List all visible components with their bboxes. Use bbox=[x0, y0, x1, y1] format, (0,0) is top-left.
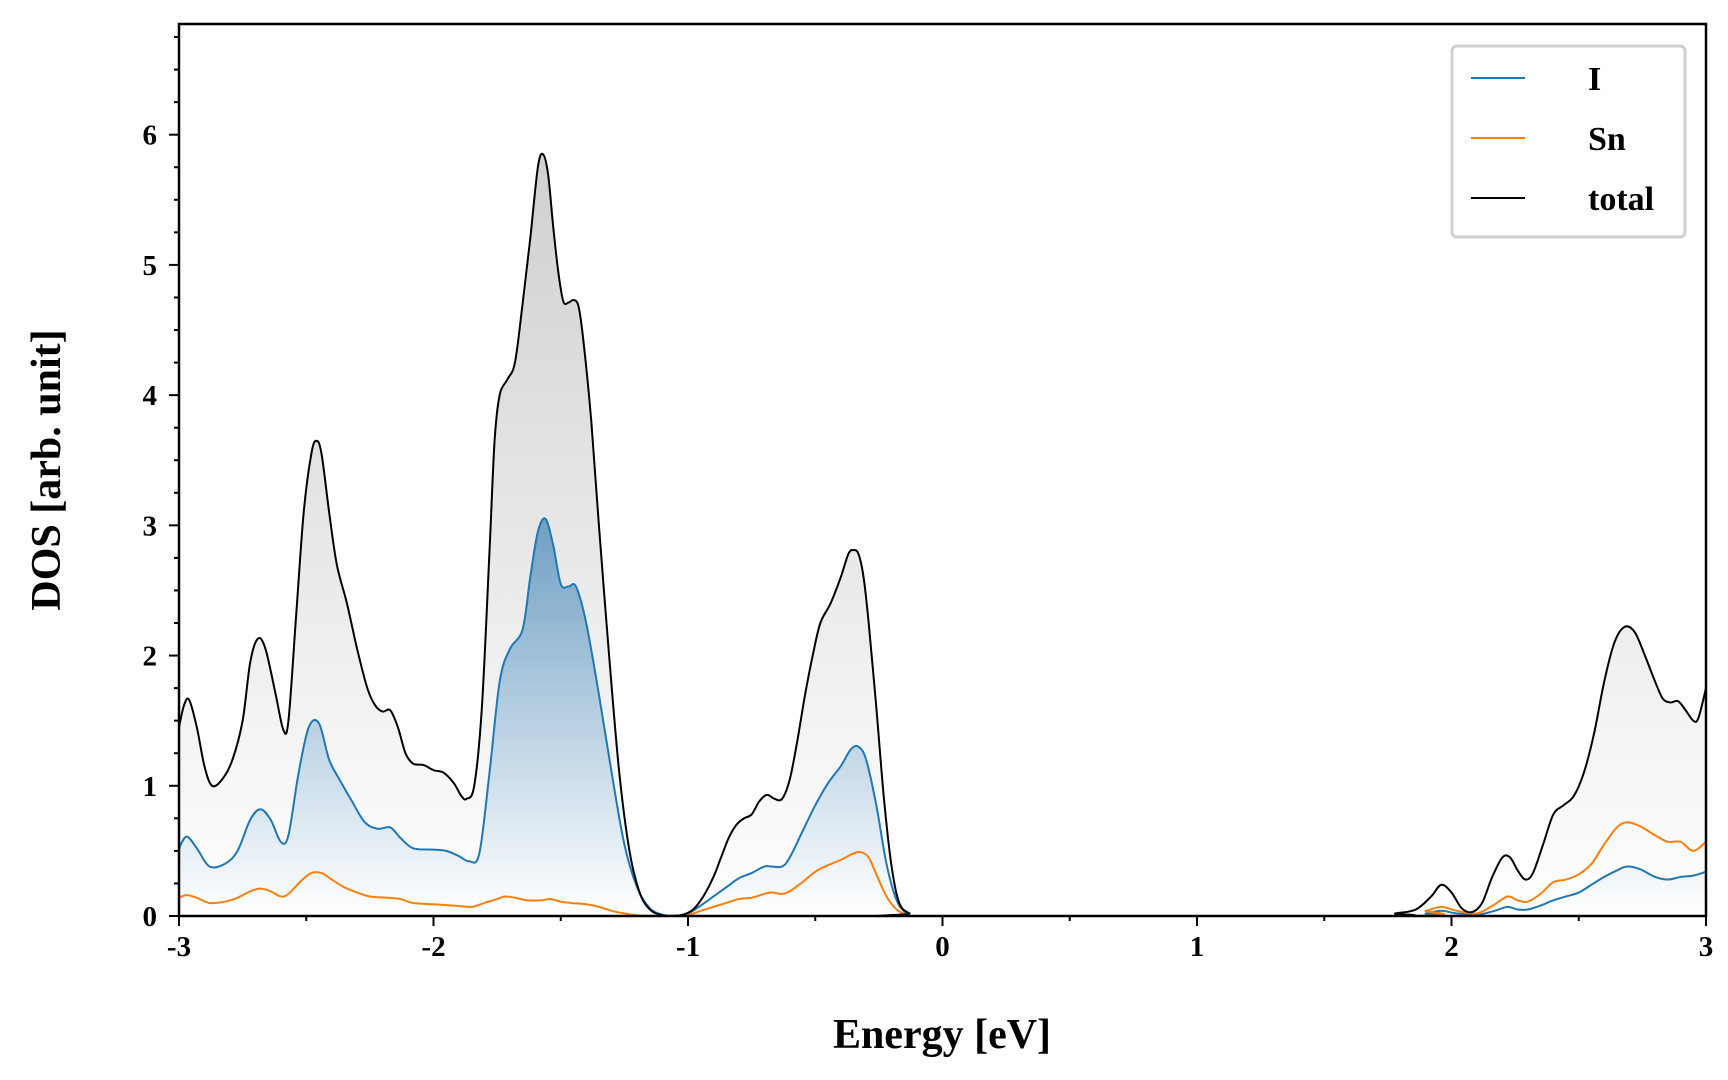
series-fills bbox=[179, 153, 1706, 916]
series-2-fill bbox=[179, 153, 1706, 916]
x-tick-label: -3 bbox=[167, 931, 191, 963]
y-tick-label: 3 bbox=[143, 510, 158, 542]
y-tick-label: 0 bbox=[143, 901, 158, 933]
legend: I Sn total bbox=[1450, 44, 1687, 239]
x-tick-label: -1 bbox=[676, 931, 700, 963]
x-tick-label: 1 bbox=[1190, 931, 1205, 963]
x-tick-label: -2 bbox=[421, 931, 445, 963]
series-0-fill bbox=[179, 518, 1706, 916]
y-tick-label: 1 bbox=[143, 771, 158, 803]
y-axis: 0 1 2 3 4 5 6 bbox=[143, 36, 179, 933]
legend-label: total bbox=[1588, 181, 1654, 218]
x-tick-label: 0 bbox=[935, 931, 950, 963]
legend-label: I bbox=[1588, 61, 1601, 98]
y-tick-label: 4 bbox=[143, 380, 158, 412]
x-tick-label: 2 bbox=[1444, 931, 1459, 963]
x-axis-title: Energy [eV] bbox=[833, 1012, 1051, 1058]
y-axis-title: DOS [arb. unit] bbox=[24, 329, 70, 610]
legend-label: Sn bbox=[1588, 121, 1626, 158]
legend-box bbox=[1450, 44, 1687, 239]
y-tick-label: 5 bbox=[143, 250, 158, 282]
x-tick-label: 3 bbox=[1699, 931, 1714, 963]
series-1-line bbox=[179, 821, 1706, 916]
y-tick-label: 6 bbox=[143, 120, 158, 152]
y-tick-label: 2 bbox=[143, 641, 158, 673]
x-axis: -3 -2 -1 0 1 2 3 bbox=[167, 916, 1713, 963]
